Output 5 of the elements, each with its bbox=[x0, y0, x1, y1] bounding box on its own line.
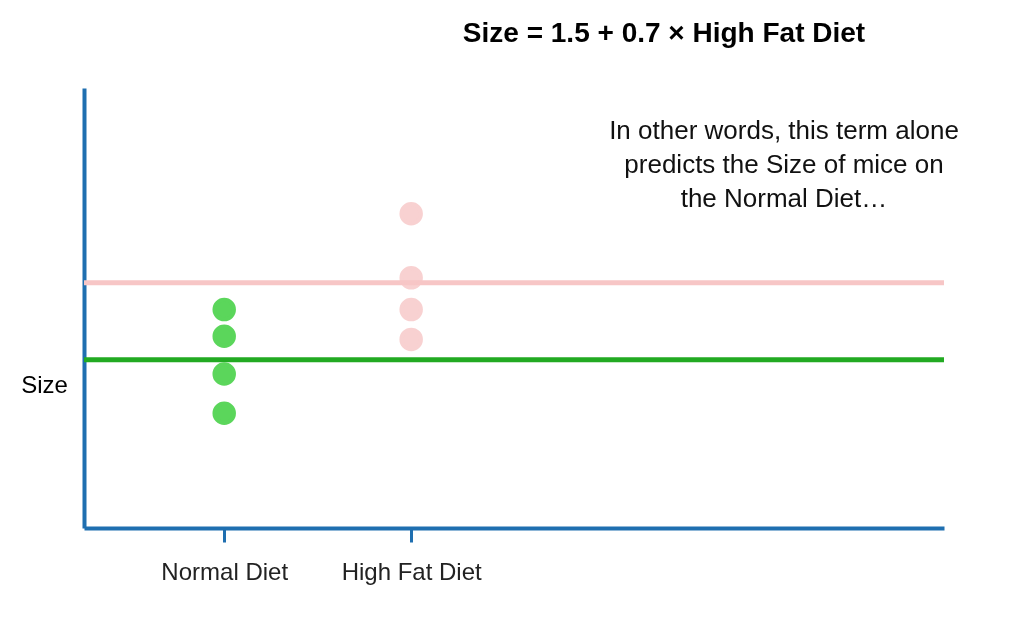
text: In other words, this term alone predicts the Size of mice on the Normal Diet… bbox=[609, 115, 959, 213]
text: Size = 1.5 + 0.7 × High Fat Diet bbox=[462, 17, 866, 48]
x-tick-label: Normal Diet bbox=[161, 557, 289, 585]
x-tick-label: High Fat Diet bbox=[341, 557, 483, 585]
y-axis-title: Size bbox=[21, 370, 68, 398]
